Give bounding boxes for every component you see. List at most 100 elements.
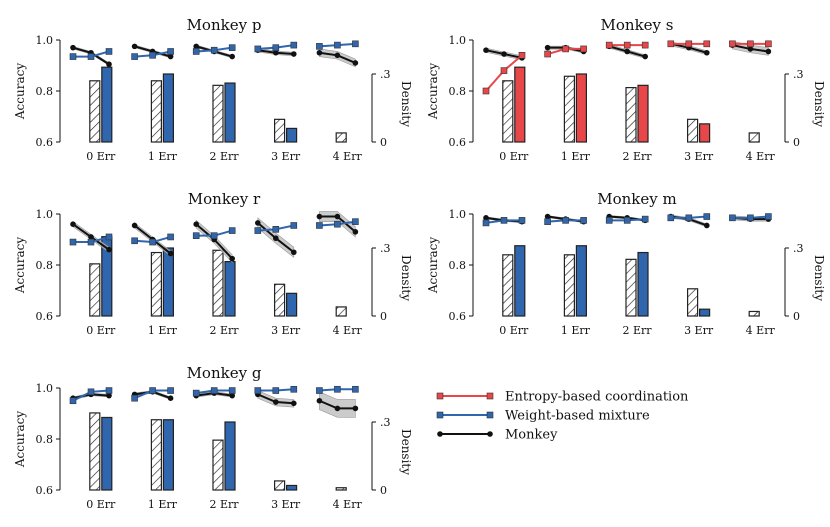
y-tick-label: 0.6 <box>36 484 54 497</box>
monkey-point <box>544 44 551 51</box>
monkey-point <box>291 400 297 407</box>
model-point <box>290 41 298 49</box>
density-bar-monkey <box>150 251 162 317</box>
monkey-point <box>316 213 323 220</box>
x-tick-label: 1 Err <box>148 150 178 163</box>
monkey-point <box>501 51 507 57</box>
density-bar-model <box>698 308 711 317</box>
model-point <box>352 40 359 48</box>
legend-label-2: Monkey <box>505 428 558 443</box>
legend-marker <box>437 431 443 437</box>
model-point <box>192 389 200 397</box>
x-tick-label: 1 Err <box>561 150 591 163</box>
density-bar-model <box>101 416 113 491</box>
model-point <box>544 218 551 225</box>
monkey-point <box>352 60 359 66</box>
monkey-point <box>544 213 551 220</box>
density-bar-model <box>162 419 174 491</box>
model-point <box>765 40 772 48</box>
model-point <box>580 45 587 53</box>
y-axis-label: Accuracy <box>13 63 27 120</box>
model-point <box>210 387 218 394</box>
model-point <box>87 238 95 246</box>
density-tick-label: .3 <box>380 68 391 81</box>
density-axis-label: Density <box>399 255 413 301</box>
density-bar-model <box>286 484 298 491</box>
monkey-point <box>352 229 359 235</box>
model-point <box>667 214 675 222</box>
monkey-point <box>483 47 489 53</box>
model-point <box>316 43 323 50</box>
density-bar-monkey <box>150 419 162 491</box>
density-bar-monkey <box>274 118 286 143</box>
model-point <box>352 385 359 393</box>
x-tick-label: 0 Err <box>499 150 529 163</box>
panel-title: Monkey g <box>187 364 262 382</box>
y-tick-label: 0.8 <box>36 259 54 272</box>
model-point <box>500 67 508 74</box>
model-point <box>149 387 156 394</box>
monkey-point <box>106 392 112 399</box>
x-tick-label: 4 Err <box>333 150 363 163</box>
panel-title: Monkey p <box>187 16 262 34</box>
density-bar-model <box>637 84 649 143</box>
model-point <box>228 44 236 51</box>
monkey-point <box>291 249 297 256</box>
density-bar-model <box>162 247 174 317</box>
x-tick-label: 3 Err <box>684 324 714 337</box>
monkey-point <box>193 221 199 227</box>
panel-1: Monkey s 0.6 0.8 1.0 Accuracy 0 .3 Density 0 Err… <box>426 16 826 163</box>
model-point <box>562 217 569 224</box>
panel-4: Monkey g 0.6 0.8 1.0 Accuracy 0 .3 Density 0 Err… <box>13 364 413 511</box>
monkey-point <box>334 405 341 412</box>
y-tick-label: 0.6 <box>449 136 467 149</box>
monkey-point <box>704 49 710 56</box>
legend-marker <box>486 411 494 419</box>
model-point <box>500 217 508 224</box>
density-bar-model <box>514 66 526 143</box>
model-point <box>272 226 280 233</box>
x-tick-label: 3 Err <box>271 150 301 163</box>
panel-title: Monkey m <box>597 190 676 208</box>
density-bar-monkey <box>502 254 514 317</box>
monkey-point <box>316 49 323 56</box>
model-point <box>272 387 280 394</box>
model-point <box>69 238 77 246</box>
monkey-point <box>316 397 323 404</box>
monkey-point <box>747 46 754 52</box>
model-point <box>69 53 77 60</box>
monkey-point <box>70 221 76 227</box>
monkey-ci-band <box>319 211 356 238</box>
model-point <box>605 217 613 224</box>
x-tick-label: 1 Err <box>561 324 591 337</box>
density-tick-label: .3 <box>793 68 804 81</box>
legend-marker <box>486 392 494 400</box>
x-tick-label: 0 Err <box>86 498 116 511</box>
monkey-point <box>229 255 235 262</box>
model-point <box>105 233 113 241</box>
density-bar-monkey <box>335 306 347 317</box>
legend: Entropy-based coordination Weight-based m… <box>436 390 689 443</box>
legend-marker <box>436 411 444 419</box>
model-point <box>131 53 138 60</box>
density-bar-monkey <box>89 263 101 317</box>
model-point <box>272 44 280 51</box>
panel-title: Monkey s <box>601 16 674 34</box>
density-bar-monkey <box>563 254 576 317</box>
model-point <box>210 232 218 239</box>
model-point <box>703 40 711 48</box>
model-point <box>482 87 490 95</box>
model-point <box>87 53 95 60</box>
model-point <box>623 41 631 49</box>
density-bar-monkey <box>748 132 760 143</box>
model-point <box>685 214 693 222</box>
y-tick-label: 1.0 <box>36 208 54 221</box>
density-bar-monkey <box>212 439 224 491</box>
x-tick-label: 4 Err <box>333 498 363 511</box>
density-bar-monkey <box>748 310 760 317</box>
density-tick-label: .3 <box>793 242 804 255</box>
model-point <box>334 385 341 393</box>
model-point <box>316 387 323 394</box>
monkey-point <box>765 48 772 55</box>
monkey-point <box>254 220 261 226</box>
